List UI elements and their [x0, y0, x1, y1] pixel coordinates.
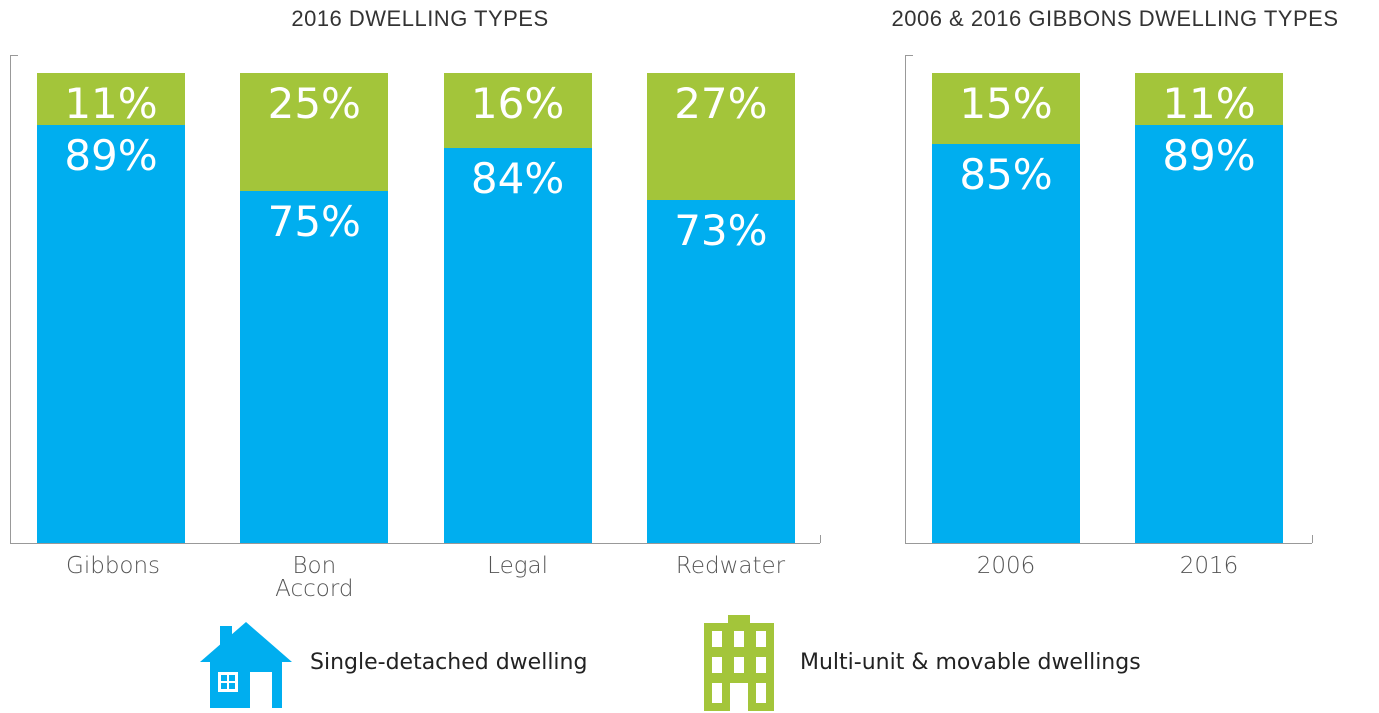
house-icon [200, 622, 292, 708]
value-label: 11% [1162, 79, 1256, 128]
legend-label: Single-detached dwelling [310, 650, 588, 675]
x-tick-label: Redwater [675, 553, 786, 579]
bar-segment [37, 73, 185, 125]
y-axis [905, 55, 906, 543]
y-axis-cap [10, 55, 18, 56]
x-tick-label: 2006 [976, 553, 1036, 579]
value-label: 27% [674, 79, 768, 128]
bar-segment [240, 73, 389, 191]
value-label: 89% [1162, 130, 1256, 180]
bar-segment [646, 73, 795, 200]
bar-segment [646, 199, 795, 543]
bar-segment [932, 143, 1080, 543]
value-label: 11% [64, 79, 158, 128]
x-tick-label: Gibbons [66, 553, 161, 579]
y-axis-cap [905, 55, 913, 56]
value-label: 89% [64, 130, 158, 180]
x-tick-label: 2016 [1179, 553, 1239, 579]
value-label: 85% [959, 149, 1053, 199]
x-axis [905, 543, 1312, 544]
x-tick-label: Legal [487, 553, 549, 579]
bar-segment [1135, 124, 1283, 543]
bar-segment [37, 124, 185, 543]
x-tick-label: Bon Accord [275, 553, 354, 602]
bar-segment [240, 190, 389, 543]
x-axis [10, 543, 820, 544]
value-label: 25% [267, 79, 361, 128]
value-label: 73% [674, 205, 768, 255]
value-label: 16% [470, 79, 565, 128]
chart-title: 2006 & 2016 GIBBONS DWELLING TYPES [891, 6, 1339, 31]
y-axis [10, 55, 11, 543]
value-label: 15% [959, 79, 1053, 128]
bar-segment [1135, 73, 1283, 125]
x-axis-cap [820, 535, 821, 543]
x-axis-cap [1312, 535, 1313, 543]
value-label: 84% [470, 154, 565, 204]
legend-label: Multi-unit & movable dwellings [800, 650, 1141, 675]
bar-segment [443, 148, 592, 543]
bar-segment [932, 73, 1080, 144]
chart-title: 2016 DWELLING TYPES [291, 6, 549, 31]
building-icon [704, 615, 774, 711]
value-label: 75% [267, 196, 361, 246]
bar-segment [443, 73, 592, 149]
